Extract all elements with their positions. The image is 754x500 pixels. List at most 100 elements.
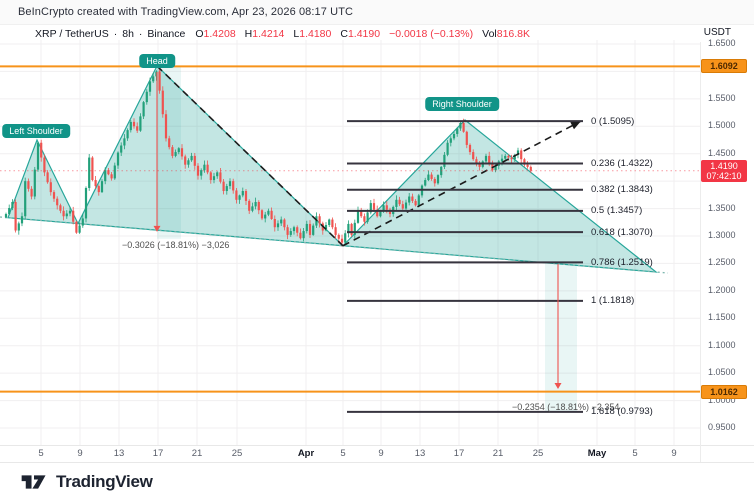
ohlc-c: C1.4190 xyxy=(340,28,381,40)
candle-body xyxy=(136,126,139,131)
candle-body xyxy=(27,181,30,189)
candle-body xyxy=(126,130,129,139)
candle-body xyxy=(68,210,72,214)
footer-divider xyxy=(0,462,754,463)
candle-body xyxy=(209,172,212,181)
tradingview-logo-icon[interactable] xyxy=(20,472,48,492)
candle-body xyxy=(523,159,526,165)
candle-body xyxy=(430,174,433,179)
candle-body xyxy=(193,155,196,166)
candle-body xyxy=(100,181,104,193)
candle-body xyxy=(212,176,216,181)
candle-body xyxy=(155,71,158,77)
candle-body xyxy=(62,210,65,217)
candle-body xyxy=(43,157,46,173)
candle-body xyxy=(30,188,33,197)
candle-body xyxy=(168,138,171,148)
measure-arrowhead xyxy=(153,225,161,232)
candle-body xyxy=(484,155,488,162)
candle-body xyxy=(417,195,420,206)
dashed-trendline xyxy=(342,120,582,247)
candle-body xyxy=(24,181,27,217)
candle-body xyxy=(296,227,299,233)
measure-band xyxy=(157,65,181,239)
candle-body xyxy=(267,210,270,215)
candle-body xyxy=(120,145,123,153)
candle-body xyxy=(164,114,168,139)
candle-body xyxy=(56,198,59,206)
candle-body xyxy=(289,231,292,235)
candle-body xyxy=(376,209,379,217)
candle-body xyxy=(478,163,481,167)
footer: TradingView xyxy=(0,463,754,500)
candle-body xyxy=(107,170,110,175)
candle-body xyxy=(273,218,276,228)
candle-body xyxy=(324,225,328,231)
trendline-arrowhead xyxy=(570,121,581,130)
candle-body xyxy=(139,116,142,131)
candle-body xyxy=(436,175,440,184)
candle-body xyxy=(36,142,40,170)
candle-body xyxy=(184,156,187,165)
candle-body xyxy=(340,238,344,243)
candle-body xyxy=(414,200,417,206)
candle-body xyxy=(75,221,78,233)
candle-body xyxy=(353,222,356,235)
candle-body xyxy=(465,131,468,145)
candle-body xyxy=(280,219,283,224)
candle-body xyxy=(129,121,132,131)
candle-body xyxy=(385,205,388,210)
candle-body xyxy=(395,199,398,207)
candle-body xyxy=(264,214,267,219)
candle-body xyxy=(379,210,382,217)
tradingview-logo-text[interactable]: TradingView xyxy=(56,471,153,491)
candle-body xyxy=(59,205,62,211)
candle-body xyxy=(148,81,152,92)
candle-body xyxy=(225,186,228,192)
candle-body xyxy=(312,225,315,235)
candle-body xyxy=(174,152,177,156)
candle-body xyxy=(363,216,366,222)
ohlc-h: H1.4214 xyxy=(244,28,285,40)
candle-body xyxy=(372,203,376,210)
candle-body xyxy=(507,155,510,158)
candle-body xyxy=(408,196,411,203)
candle-body xyxy=(360,210,363,217)
legend-separator: · xyxy=(138,28,143,40)
candle-body xyxy=(449,138,452,143)
candle-body xyxy=(241,191,244,196)
candle-body xyxy=(260,210,264,219)
symbol-name[interactable]: XRP / TetherUS xyxy=(35,28,109,40)
candle-body xyxy=(180,148,184,157)
candle-body xyxy=(219,172,222,182)
candle-body xyxy=(200,170,203,176)
measure-arrowhead xyxy=(554,382,562,389)
candle-body xyxy=(161,90,164,115)
candle-body xyxy=(459,122,462,129)
candle-body xyxy=(347,223,350,234)
attribution-bar: BeInCrypto created with TradingView.com,… xyxy=(0,0,754,25)
candle-body xyxy=(366,212,369,222)
candle-body xyxy=(411,196,414,201)
candle-body xyxy=(113,165,116,179)
candle-body xyxy=(494,165,497,171)
candle-body xyxy=(78,225,81,233)
candle-body xyxy=(446,142,449,155)
candle-body xyxy=(72,210,75,222)
candle-body xyxy=(88,157,91,188)
candle-body xyxy=(398,199,401,205)
candle-body xyxy=(206,164,209,173)
candle-body xyxy=(356,210,360,223)
candle-body xyxy=(404,202,408,209)
price-axis-divider xyxy=(700,42,701,462)
interval-label[interactable]: 8h xyxy=(122,28,134,40)
candle-body xyxy=(20,216,24,224)
candle-body xyxy=(513,154,516,160)
candle-body xyxy=(52,192,56,199)
candle-body xyxy=(283,219,286,228)
left-shoulder-pattern xyxy=(7,138,80,225)
candle-body xyxy=(216,172,219,177)
candle-body xyxy=(158,71,161,91)
candle-body xyxy=(14,201,17,231)
